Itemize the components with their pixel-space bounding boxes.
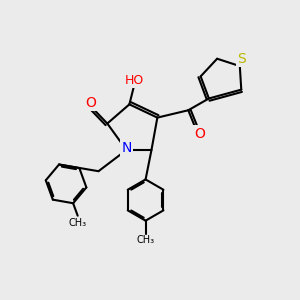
Text: CH₃: CH₃ xyxy=(69,218,87,228)
Text: N: N xyxy=(121,141,132,154)
Text: O: O xyxy=(195,127,206,141)
Text: S: S xyxy=(237,52,246,66)
Text: HO: HO xyxy=(125,74,144,87)
Text: CH₃: CH₃ xyxy=(136,236,154,245)
Text: O: O xyxy=(85,96,96,110)
